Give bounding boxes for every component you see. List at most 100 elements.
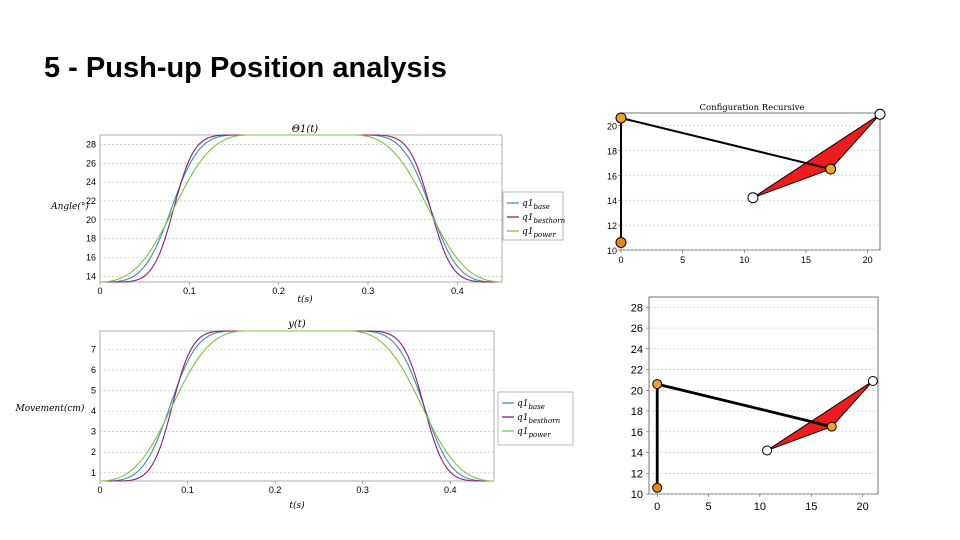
y-tick-label: 18 xyxy=(607,146,617,156)
joint-point xyxy=(762,445,773,456)
y-tick-label: 7 xyxy=(91,344,96,354)
x-tick-label: 10 xyxy=(739,255,749,265)
y-tick-label: 16 xyxy=(631,427,643,439)
x-tick-label: 0.2 xyxy=(272,286,285,296)
y-tick-label: 10 xyxy=(607,246,617,256)
legend-label-power: q1power xyxy=(517,427,551,439)
x-tick-label: 0.3 xyxy=(356,485,369,495)
joint-point xyxy=(867,375,878,386)
x-tick-label: 0 xyxy=(97,485,102,495)
link-bar xyxy=(620,117,831,171)
legend-label-power: q1power xyxy=(522,227,556,239)
joint-point xyxy=(874,108,886,120)
legend-label-subscript: power xyxy=(529,431,552,439)
movement-chart-ylabel: Movement(cm) xyxy=(15,403,85,414)
legend-label-base: q1 xyxy=(522,199,534,209)
y-tick-label: 20 xyxy=(607,121,617,131)
legend-label-besthorn: q1besthorn xyxy=(517,413,561,425)
x-tick-label: 15 xyxy=(801,255,811,265)
y-tick-label: 2 xyxy=(91,447,96,457)
y-tick-label: 26 xyxy=(631,323,643,335)
y-tick-label: 24 xyxy=(86,177,96,187)
joint-point xyxy=(747,192,759,204)
legend-label-base: q1 xyxy=(517,413,529,423)
angle-chart-title: Θ1(t) xyxy=(292,124,318,135)
y-tick-label: 3 xyxy=(91,427,96,437)
y-tick-label: 5 xyxy=(91,386,96,396)
y-tick-label: 12 xyxy=(607,221,617,231)
legend-label-besthorn: q1besthorn xyxy=(522,213,566,225)
x-tick-label: 15 xyxy=(805,501,817,513)
x-tick-label: 0.4 xyxy=(444,485,457,495)
y-tick-label: 18 xyxy=(86,234,96,244)
y-tick-label: 28 xyxy=(86,139,96,149)
y-tick-label: 14 xyxy=(86,271,96,281)
series-line-power xyxy=(99,134,503,283)
legend-label-subscript: base xyxy=(529,403,545,411)
legend-label-base: q1 xyxy=(522,213,534,223)
plot-frame xyxy=(99,330,495,482)
y-tick-label: 22 xyxy=(631,365,643,377)
angle-chart-xlabel: t(s) xyxy=(297,294,313,305)
legend-label-subscript: power xyxy=(534,231,557,239)
y-tick-label: 26 xyxy=(86,158,96,168)
legend-label-subscript: besthorn xyxy=(529,417,561,425)
plot-frame xyxy=(648,296,879,495)
x-tick-label: 0 xyxy=(97,286,102,296)
y-tick-label: 6 xyxy=(91,365,96,375)
legend-label-base: q1base xyxy=(517,399,545,411)
legend-label-base: q1 xyxy=(517,399,529,409)
movement-chart-title: y(t) xyxy=(287,319,306,330)
y-tick-label: 4 xyxy=(91,406,96,416)
y-tick-label: 14 xyxy=(607,196,617,206)
triangle-link xyxy=(766,380,874,451)
y-tick-label: 14 xyxy=(631,448,643,460)
legend-label-subscript: besthorn xyxy=(534,217,566,225)
legend-box xyxy=(502,191,564,241)
series-line-power xyxy=(99,330,495,482)
legend-label-base: q1base xyxy=(522,199,550,211)
movement-chart-xlabel: t(s) xyxy=(289,500,305,511)
x-tick-label: 0.4 xyxy=(451,286,464,296)
x-tick-label: 20 xyxy=(856,501,868,513)
plot-frame xyxy=(620,112,881,251)
legend-label-base: q1 xyxy=(517,427,529,437)
y-tick-label: 12 xyxy=(631,468,643,480)
x-tick-label: 20 xyxy=(863,255,873,265)
y-tick-label: 20 xyxy=(86,215,96,225)
x-tick-label: 5 xyxy=(680,255,685,265)
configuration-chart-title: Configuration Recursive xyxy=(700,103,805,113)
y-tick-label: 16 xyxy=(607,171,617,181)
x-tick-label: 10 xyxy=(754,501,766,513)
joint-point xyxy=(825,163,837,175)
y-tick-label: 1 xyxy=(91,468,96,478)
slide-title: 5 - Push-up Position analysis xyxy=(44,52,447,84)
y-tick-label: 20 xyxy=(631,385,643,397)
x-tick-label: 0.3 xyxy=(362,286,375,296)
x-tick-label: 0.1 xyxy=(181,485,194,495)
link-bar xyxy=(656,382,833,428)
y-tick-label: 28 xyxy=(631,302,643,314)
joint-point xyxy=(615,112,627,124)
angle-chart-ylabel: Angle(°) xyxy=(50,201,89,212)
legend-label-base: q1 xyxy=(522,227,534,237)
triangle-link xyxy=(752,113,881,199)
legend-label-subscript: base xyxy=(534,203,550,211)
joint-point xyxy=(652,482,663,493)
x-tick-label: 5 xyxy=(705,501,711,513)
y-tick-label: 18 xyxy=(631,406,643,418)
joint-point xyxy=(615,237,627,249)
x-tick-label: 0.1 xyxy=(183,286,196,296)
x-tick-label: 0 xyxy=(654,501,660,513)
y-tick-label: 10 xyxy=(631,489,643,501)
x-tick-label: 0 xyxy=(618,255,623,265)
joint-point xyxy=(652,379,663,390)
legend-box xyxy=(497,391,574,446)
y-tick-label: 16 xyxy=(86,253,96,263)
x-tick-label: 0.2 xyxy=(269,485,282,495)
joint-point xyxy=(826,421,837,432)
